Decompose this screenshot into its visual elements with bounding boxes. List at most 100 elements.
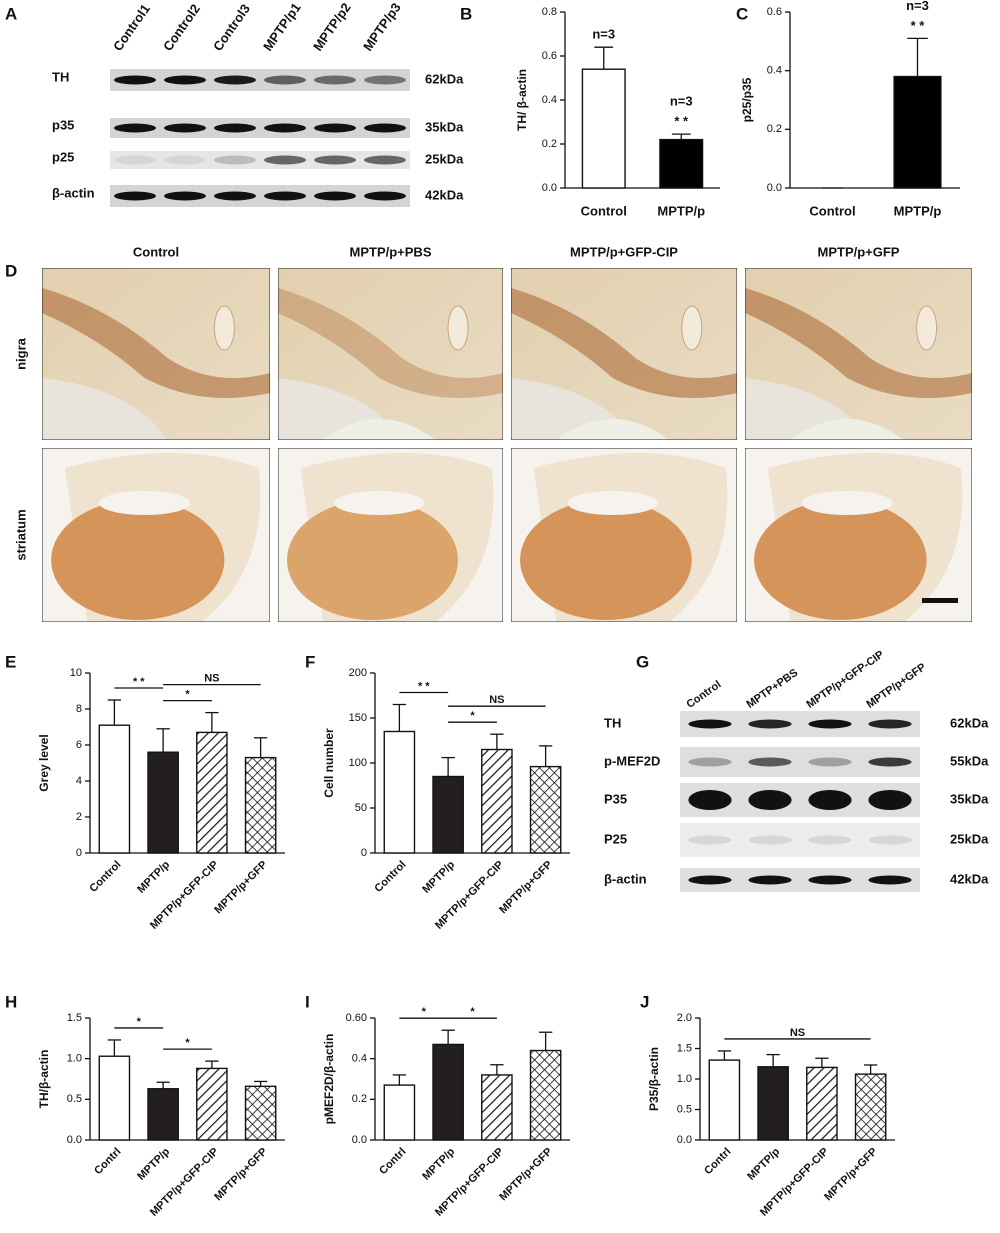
bar [244, 756, 277, 854]
background [323, 419, 436, 440]
size-label: 42kDa [425, 187, 464, 202]
striatum-image [745, 448, 972, 622]
blot-strip [110, 69, 410, 91]
y-axis-label: p25/p35 [740, 77, 754, 122]
row-label: nigra [13, 337, 28, 370]
panel-letter: E [5, 652, 16, 671]
band [688, 790, 732, 810]
lane-label: MPTP/p2 [310, 0, 354, 54]
neuron-band [511, 288, 737, 398]
y-tick-label: 100 [349, 757, 367, 769]
lane-label: Control [685, 679, 724, 711]
band [114, 123, 156, 133]
band [748, 835, 792, 845]
row-label: striatum [13, 509, 28, 560]
striatum-image [511, 448, 737, 622]
size-label: 62kDa [425, 71, 464, 86]
x-tick-label: MPTP/p [420, 859, 457, 896]
bar [529, 1049, 562, 1141]
y-tick-label: 0.5 [677, 1103, 692, 1115]
band [868, 757, 912, 767]
significance-label: NS [489, 694, 504, 706]
row-label: p35 [52, 117, 74, 132]
caudate-putamen [520, 500, 692, 620]
band [314, 191, 356, 201]
x-tick-label: Control [809, 203, 855, 218]
blot-strip [110, 118, 410, 138]
panel-letter: H [5, 992, 17, 1011]
vessel [447, 305, 469, 351]
significance-label: * [470, 710, 475, 722]
y-tick-label: 1.5 [67, 1012, 82, 1024]
bar [383, 730, 416, 854]
y-tick-label: 6 [76, 739, 82, 751]
y-tick-label: 8 [76, 703, 82, 715]
significance-label: * [185, 1037, 190, 1049]
band [688, 757, 732, 767]
band [808, 757, 852, 767]
band [364, 123, 406, 133]
y-tick-label: 0.4 [352, 1053, 367, 1065]
y-tick-label: 0.0 [542, 182, 557, 194]
band [164, 155, 206, 165]
band [264, 75, 306, 85]
band [748, 790, 792, 810]
panel-letter: G [636, 652, 649, 671]
column-title: Control [133, 244, 179, 259]
caudate-putamen [287, 500, 458, 620]
significance-label: * [422, 1006, 427, 1018]
bar [893, 75, 942, 189]
panel-letter: B [460, 4, 472, 23]
y-tick-label: 0.4 [767, 65, 782, 77]
lane-label: Control2 [160, 1, 203, 53]
y-tick-label: 0.2 [352, 1093, 367, 1105]
band [808, 875, 852, 885]
size-label: 62kDa [950, 715, 989, 730]
row-label: p-MEF2D [604, 753, 660, 768]
band [364, 191, 406, 201]
band [868, 835, 912, 845]
size-label: 25kDa [425, 151, 464, 166]
ventricle [567, 491, 658, 515]
row-label: TH [52, 69, 69, 84]
y-tick-label: 0.6 [767, 6, 782, 18]
band [868, 790, 912, 810]
x-tick-label: MPTP/p [135, 859, 172, 896]
band [214, 123, 256, 133]
y-tick-label: 0.5 [67, 1093, 82, 1105]
column-title: MPTP/p+PBS [350, 244, 432, 259]
y-axis-label: Grey level [37, 734, 51, 791]
y-axis-label: P35/β-actin [647, 1047, 661, 1111]
significance-label: NS [204, 673, 219, 685]
x-tick-label: Contrl [702, 1146, 733, 1177]
vessel [916, 305, 938, 351]
scale-bar [922, 598, 958, 603]
neuron-band [278, 288, 503, 398]
band [808, 719, 852, 729]
bar [383, 1084, 416, 1141]
row-label: TH [604, 715, 621, 730]
lane-label: MPTP/p+GFP [865, 661, 929, 711]
annotation: * * [674, 114, 689, 129]
column-title: MPTP/p+GFP-CIP [570, 244, 678, 259]
column-title: MPTP/p+GFP [818, 244, 900, 259]
caudate-putamen [51, 500, 225, 620]
panel-letter: J [640, 992, 649, 1011]
x-tick-label: Control [87, 859, 123, 895]
row-label: P35 [604, 791, 627, 806]
bar [147, 751, 179, 854]
row-label: β-actin [604, 871, 647, 886]
band [114, 75, 156, 85]
bar [98, 1055, 131, 1141]
background [556, 419, 670, 440]
y-tick-label: 4 [76, 775, 82, 787]
ventricle [801, 491, 893, 515]
lane-label: MPTP+PBS [745, 667, 801, 711]
band [364, 155, 406, 165]
band [868, 719, 912, 729]
neuron-band [42, 288, 270, 398]
bar [244, 1085, 277, 1141]
x-tick-label: MPTP/p [657, 203, 705, 218]
x-tick-label: Control [581, 203, 627, 218]
band [314, 123, 356, 133]
